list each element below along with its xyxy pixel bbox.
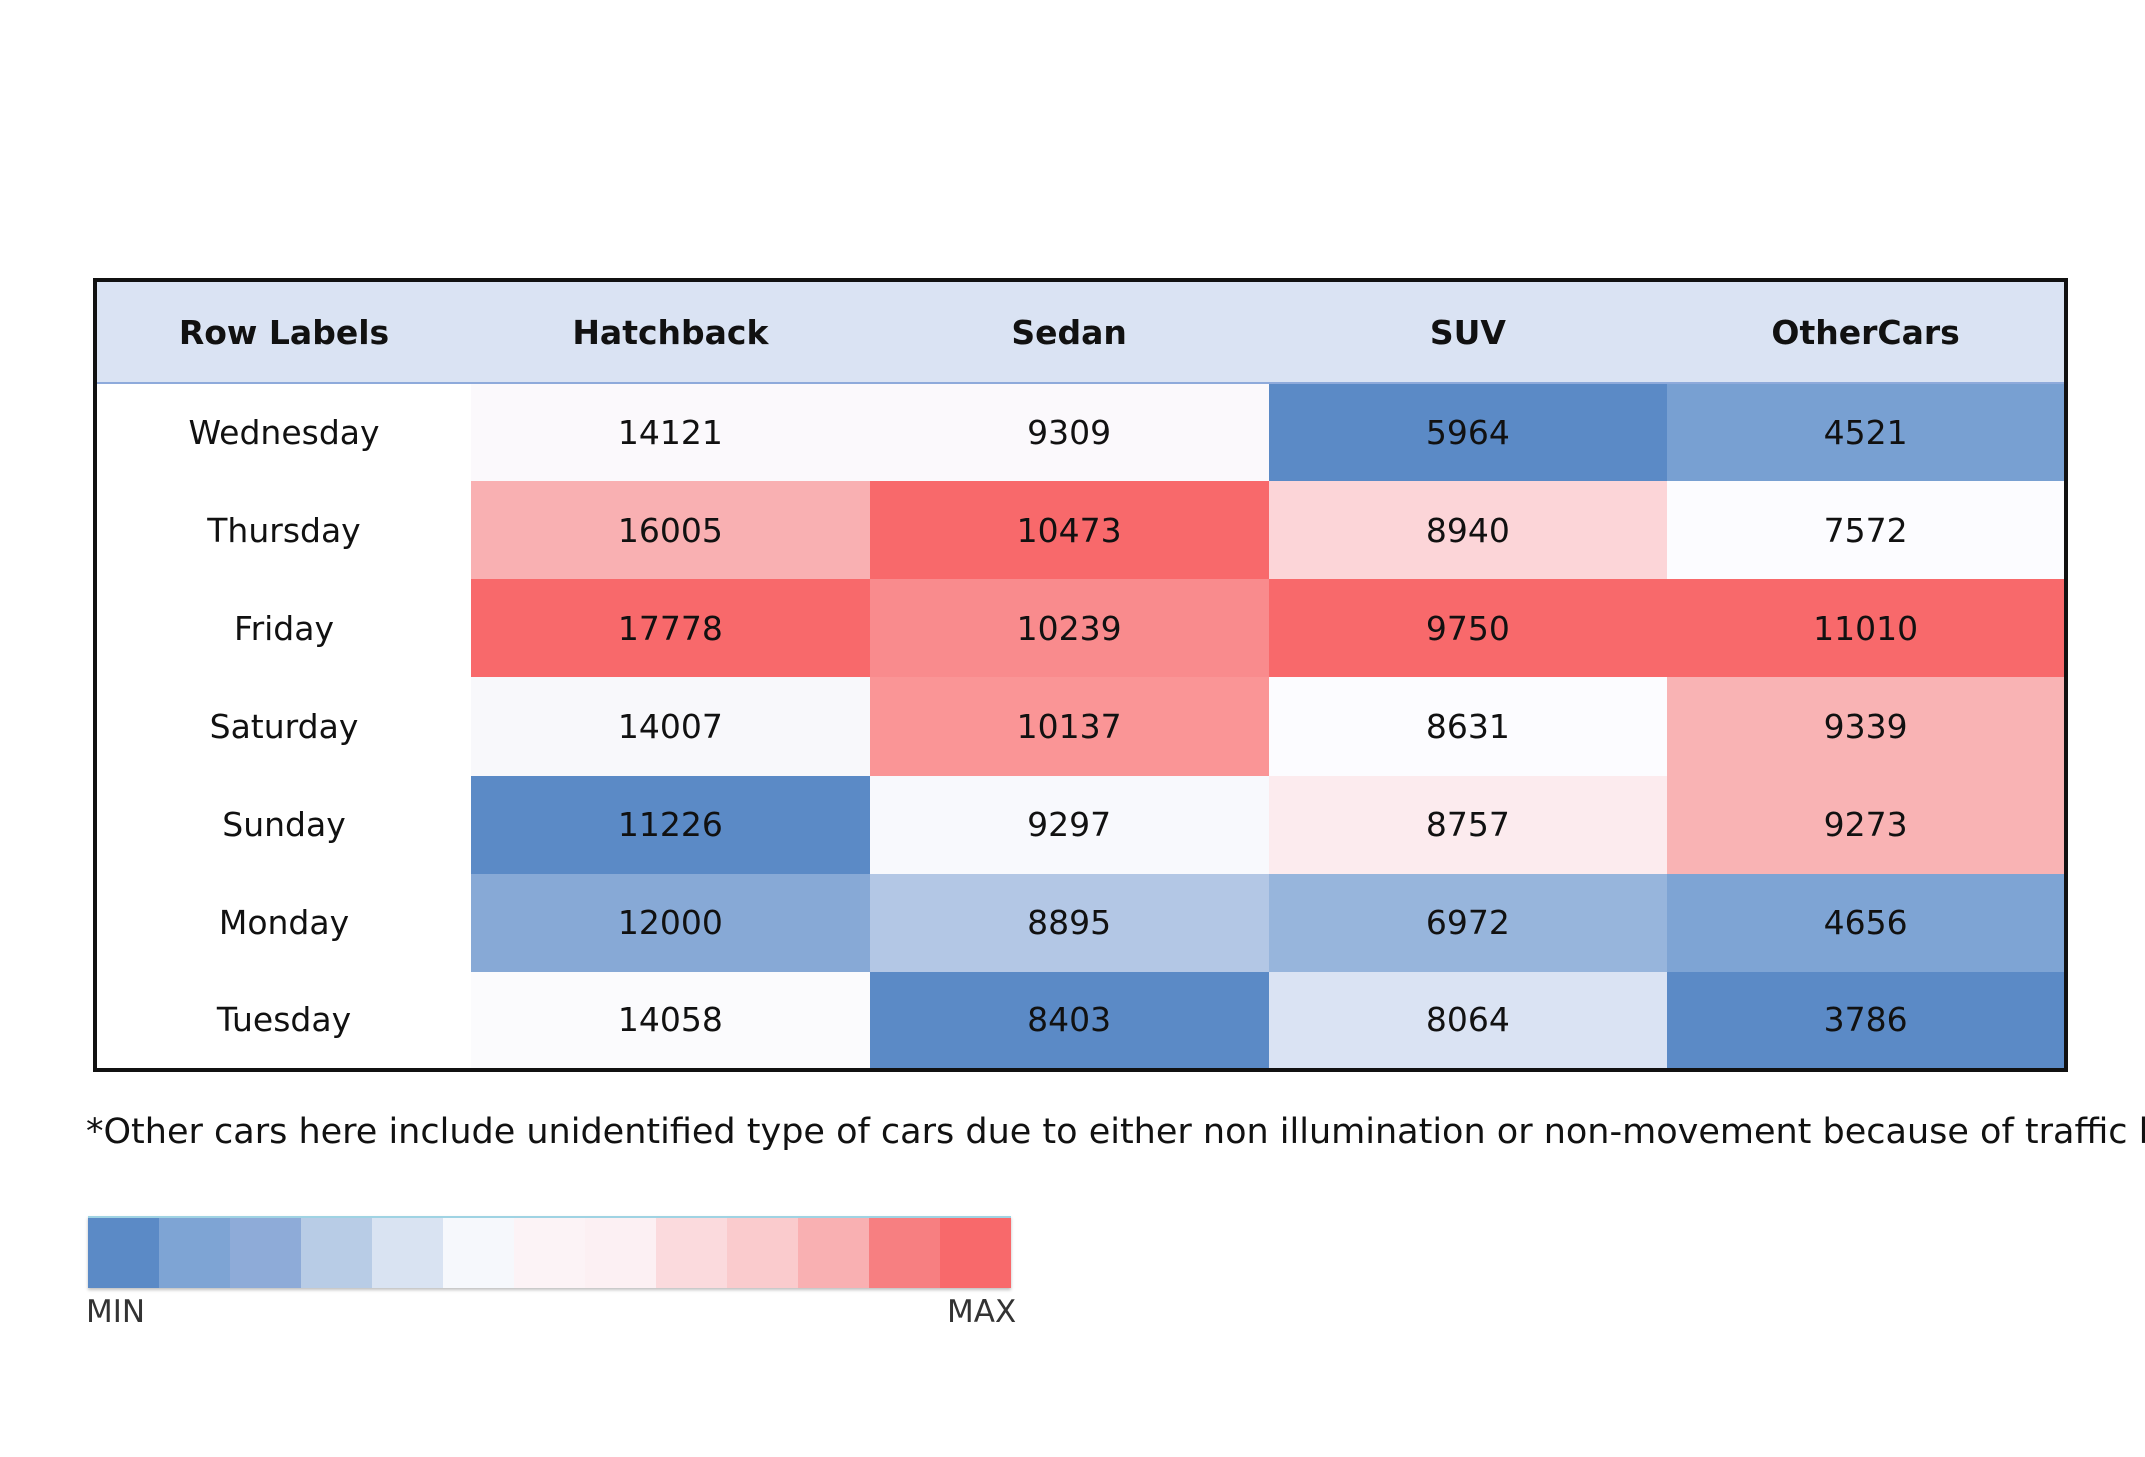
heatmap-row: Wednesday 14121 9309 5964 4521 [95, 383, 2066, 482]
heatmap-cell: 8757 [1268, 775, 1668, 874]
heatmap-cell: 11010 [1667, 579, 2066, 678]
scale-swatch [230, 1218, 301, 1288]
heatmap-cell: 14007 [471, 677, 870, 776]
heatmap-table: Row Labels Hatchback Sedan SUV OtherCars… [93, 278, 2068, 1072]
heatmap-cell: 5964 [1268, 383, 1668, 482]
scale-swatch [727, 1218, 798, 1288]
heatmap-cell: 9339 [1667, 677, 2066, 776]
heatmap-cell: 11226 [471, 775, 870, 874]
heatmap-cell: 14058 [471, 971, 870, 1070]
heatmap-cell: 3786 [1667, 971, 2066, 1070]
scale-max-label: MAX [947, 1294, 1017, 1330]
color-scale-bar [88, 1216, 1011, 1288]
heatmap-cell: 17778 [471, 579, 870, 678]
footnote: *Other cars here include unidentified ty… [86, 1112, 2145, 1152]
row-label: Monday [95, 873, 471, 972]
heatmap-cell: 4521 [1667, 383, 2066, 482]
scale-swatch [656, 1218, 727, 1288]
scale-swatch [372, 1218, 443, 1288]
heatmap-cell: 9309 [869, 383, 1269, 482]
heatmap-row: Sunday 11226 9297 8757 9273 [95, 775, 2066, 874]
column-header: Sedan [869, 280, 1269, 384]
heatmap-row: Friday 17778 10239 9750 11010 [95, 579, 2066, 678]
heatmap-cell: 9750 [1268, 579, 1668, 678]
column-header: SUV [1268, 280, 1668, 384]
heatmap-cell: 8064 [1268, 971, 1668, 1070]
scale-swatch [159, 1218, 230, 1288]
scale-swatch [301, 1218, 372, 1288]
heatmap-cell: 10137 [869, 677, 1269, 776]
row-label: Saturday [95, 677, 471, 776]
heatmap-row: Monday 12000 8895 6972 4656 [95, 873, 2066, 972]
scale-swatch [514, 1218, 585, 1288]
row-label: Tuesday [95, 971, 471, 1070]
heatmap-cell: 8940 [1268, 481, 1668, 580]
heatmap-body: Wednesday 14121 9309 5964 4521 Thursday 16005 1… [95, 383, 2066, 1070]
corner-header: Row Labels [95, 280, 471, 384]
heatmap-cell: 16005 [471, 481, 870, 580]
heatmap-cell: 9297 [869, 775, 1269, 874]
row-label: Sunday [95, 775, 471, 874]
scale-swatch [869, 1218, 940, 1288]
heatmap-cell: 10473 [869, 481, 1269, 580]
header-row: Row Labels Hatchback Sedan SUV OtherCars [95, 280, 2066, 384]
heatmap-cell: 10239 [869, 579, 1269, 678]
heatmap-cell: 8895 [869, 873, 1269, 972]
column-header: Hatchback [471, 280, 870, 384]
row-label: Wednesday [95, 383, 471, 482]
heatmap-row: Thursday 16005 10473 8940 7572 [95, 481, 2066, 580]
scale-swatch [585, 1218, 656, 1288]
heatmap-cell: 7572 [1667, 481, 2066, 580]
heatmap-cell: 6972 [1268, 873, 1668, 972]
row-label: Friday [95, 579, 471, 678]
column-header: OtherCars [1667, 280, 2066, 384]
scale-swatch [88, 1218, 159, 1288]
row-label: Thursday [95, 481, 471, 580]
heatmap-cell: 9273 [1667, 775, 2066, 874]
scale-swatch [443, 1218, 514, 1288]
scale-swatch [940, 1218, 1011, 1288]
scale-min-label: MIN [86, 1294, 146, 1330]
heatmap-cell: 8631 [1268, 677, 1668, 776]
heatmap-cell: 4656 [1667, 873, 2066, 972]
heatmap-row: Saturday 14007 10137 8631 9339 [95, 677, 2066, 776]
heatmap-cell: 8403 [869, 971, 1269, 1070]
scale-swatch [798, 1218, 869, 1288]
heatmap-cell: 12000 [471, 873, 870, 972]
heatmap-cell: 14121 [471, 383, 870, 482]
heatmap-row: Tuesday 14058 8403 8064 3786 [95, 971, 2066, 1070]
